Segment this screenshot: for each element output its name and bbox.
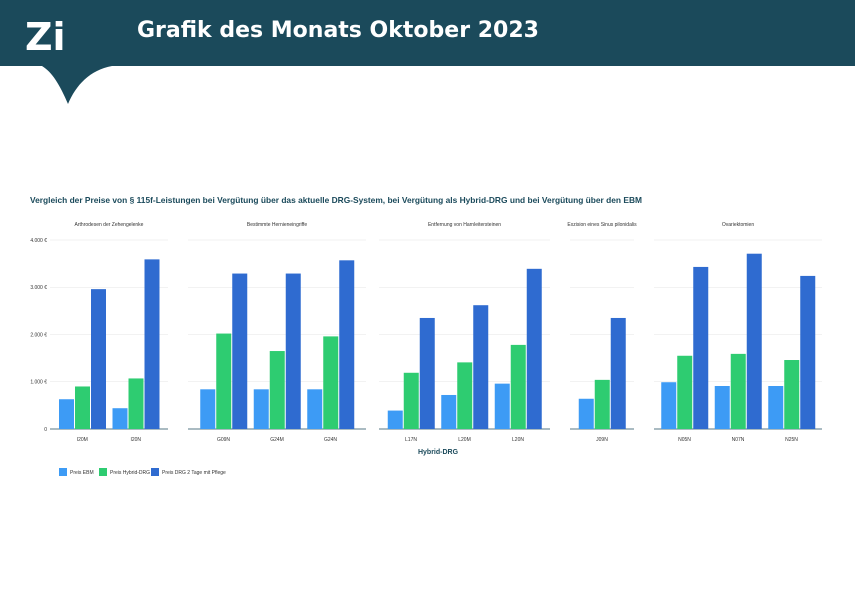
legend-swatch xyxy=(99,468,107,476)
category-label: I20M xyxy=(77,437,88,443)
category-label: L20M xyxy=(458,437,471,443)
category-label: N07N xyxy=(732,437,745,443)
bar xyxy=(307,389,323,429)
bar xyxy=(494,383,510,429)
panel-title: Ovariektomien xyxy=(722,222,754,228)
bar xyxy=(403,372,419,429)
legend-label: Preis EBM xyxy=(70,470,94,476)
bar xyxy=(323,336,339,429)
y-tick-label: 3.000 € xyxy=(30,285,47,291)
panel: Arthrodesen der Zehengelenke I20M I20N xyxy=(50,222,168,443)
bar xyxy=(457,362,473,429)
bar xyxy=(693,266,709,429)
bar xyxy=(578,398,594,429)
bar xyxy=(746,253,762,429)
category-label: G09N xyxy=(217,437,230,443)
bar xyxy=(473,305,489,429)
y-tick-label: 1.000 € xyxy=(30,380,47,386)
category-label: G24N xyxy=(324,437,337,443)
bar xyxy=(59,399,74,429)
chart-title: Vergleich der Preise von § 115f-Leistung… xyxy=(30,195,642,205)
bar xyxy=(387,410,403,429)
panel-title: Exzision eines Sinus pilonidalis xyxy=(567,222,637,228)
bar xyxy=(232,273,248,429)
y-tick-label: 2.000 € xyxy=(30,332,47,338)
legend-swatch xyxy=(59,468,67,476)
bar xyxy=(800,275,816,429)
category-label: I20N xyxy=(130,437,141,443)
header-bar xyxy=(0,0,855,66)
legend-swatch xyxy=(151,468,159,476)
bar xyxy=(269,351,285,429)
bar xyxy=(128,378,144,429)
bar xyxy=(730,353,746,429)
legend-label: Preis Hybrid-DRG xyxy=(110,470,150,476)
category-label: J09N xyxy=(596,437,608,443)
y-tick-label: 0 xyxy=(44,427,47,433)
panel: Bestimmte Hernieneingriffe G09N G24M G24N xyxy=(188,222,366,443)
bar xyxy=(253,389,269,429)
category-label: G24M xyxy=(270,437,284,443)
zi-logo: Zi xyxy=(0,15,112,104)
legend-label: Preis DRG 2 Tage mit Pflege xyxy=(162,470,226,476)
bar xyxy=(768,386,784,429)
bar xyxy=(510,344,526,429)
page-title: Grafik des Monats Oktober 2023 xyxy=(137,18,539,43)
category-label: N05N xyxy=(678,437,691,443)
panel-title: Arthrodesen der Zehengelenke xyxy=(75,222,144,228)
bar xyxy=(714,386,730,429)
category-label: N25N xyxy=(785,437,798,443)
panel: Ovariektomien N05N N07N N25N xyxy=(654,222,822,443)
logo-text: Zi xyxy=(25,15,66,59)
panel: Exzision eines Sinus pilonidalis J09N xyxy=(567,222,637,443)
bar xyxy=(75,386,90,429)
bar xyxy=(661,382,677,429)
bar xyxy=(285,273,301,429)
category-label: L17N xyxy=(405,437,417,443)
bar xyxy=(216,333,232,429)
bar xyxy=(91,289,106,429)
bar xyxy=(144,259,160,429)
bar xyxy=(526,268,542,429)
bar xyxy=(784,360,800,429)
bar xyxy=(677,355,693,429)
x-axis-label: Hybrid-DRG xyxy=(418,449,459,456)
panel-title: Bestimmte Hernieneingriffe xyxy=(247,222,307,228)
y-tick-label: 4.000 € xyxy=(30,238,47,244)
panel-title: Entfernung von Harnleitersteinen xyxy=(428,222,501,228)
bar xyxy=(112,408,128,429)
bar xyxy=(419,317,435,429)
bar xyxy=(339,260,355,429)
category-label: L20N xyxy=(512,437,524,443)
legend: Preis EBM Preis Hybrid-DRG Preis DRG 2 Tag… xyxy=(59,468,226,476)
panel: Entfernung von Harnleitersteinen L17N L20M… xyxy=(379,222,550,443)
bar xyxy=(200,389,216,429)
bar xyxy=(594,379,610,429)
bar xyxy=(610,317,626,429)
bar xyxy=(441,394,457,429)
